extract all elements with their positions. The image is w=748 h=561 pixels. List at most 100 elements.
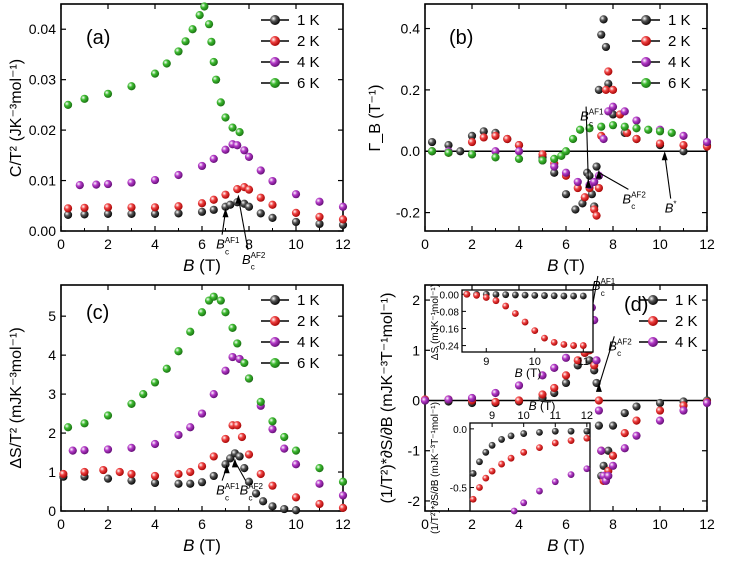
series-4K-point xyxy=(467,393,477,403)
series-1K-point xyxy=(209,471,218,481)
series-6K-point xyxy=(597,122,606,131)
series-4K-point xyxy=(338,491,348,500)
series-4K-point xyxy=(599,134,608,144)
series-1K-point xyxy=(240,464,249,473)
series-6K-point xyxy=(620,122,629,131)
inset-series-1K-point xyxy=(567,427,575,435)
series-4K-point xyxy=(315,479,324,488)
legend-label: 2 K xyxy=(297,33,320,50)
inset-series-1K-point xyxy=(476,458,483,466)
inset-series-4K-point xyxy=(551,478,559,486)
series-4K-point xyxy=(150,175,160,185)
series-1K-point xyxy=(127,476,136,485)
series-1K-point xyxy=(679,147,688,156)
inset-series-2K-point xyxy=(520,448,528,456)
series-6K-point xyxy=(291,446,301,455)
series-2K-point xyxy=(291,493,301,502)
legend-marker xyxy=(641,15,651,25)
series-6K-point xyxy=(216,98,225,107)
series-2K-point xyxy=(127,469,136,479)
series-2K-point xyxy=(237,432,247,442)
series-4K-point xyxy=(573,177,582,187)
series-2K-point xyxy=(256,193,265,202)
series-2K-point xyxy=(467,137,477,147)
inset-series-1K-point xyxy=(520,430,528,437)
series-1K-point xyxy=(601,42,611,52)
series-1K-point xyxy=(632,402,641,411)
annotation-arrowhead xyxy=(595,382,602,392)
annotation-label: BAF1 c xyxy=(216,482,240,503)
x-tick-label: 0 xyxy=(421,516,429,532)
series-2K-point xyxy=(338,215,348,224)
series-4K-point xyxy=(256,166,265,175)
legend-marker xyxy=(270,57,280,67)
series-6K-point xyxy=(608,121,618,130)
series-1K-point xyxy=(63,210,73,219)
series-2K-point xyxy=(580,193,589,202)
series-1K-point xyxy=(197,207,207,216)
series-6K-point xyxy=(667,128,676,137)
annotation-arrow xyxy=(237,197,249,250)
x-tick-label: 2 xyxy=(104,516,112,532)
series-2K-point xyxy=(233,421,242,430)
series-6K-point xyxy=(181,37,190,46)
series-2K-point xyxy=(608,451,618,460)
series-4K-point xyxy=(291,190,301,199)
series-2K-point xyxy=(268,200,277,209)
series-4K-point xyxy=(221,366,230,375)
series-1K-point xyxy=(197,478,207,487)
annotation-label: BAF2 c xyxy=(240,482,264,503)
legend-marker xyxy=(270,295,280,305)
series-2K-point xyxy=(491,397,500,407)
inset-series-2K-point xyxy=(498,460,505,468)
series-1K-point xyxy=(256,209,265,218)
series-4K-point xyxy=(244,152,254,161)
series-1K-point xyxy=(550,168,559,177)
series-2K-point xyxy=(268,481,277,490)
inset-x-axis-label: B (T) xyxy=(529,399,556,413)
series-2K-point xyxy=(197,199,207,208)
series-4K-point xyxy=(174,430,183,440)
inset-series-2K-point xyxy=(482,474,490,482)
inset-series-2K-point xyxy=(531,327,539,335)
series-6K-point xyxy=(103,89,113,98)
inset-y-tick-label: -0.5 xyxy=(450,484,468,495)
inset-series-2K-point xyxy=(583,434,591,442)
series-1K-point xyxy=(315,219,324,229)
x-tick-label: 10 xyxy=(288,236,304,252)
series-2K-point xyxy=(491,131,500,141)
inset-series-1K-point xyxy=(550,292,558,300)
series-1K-point xyxy=(291,217,301,227)
legend-label: 1 K xyxy=(668,12,691,29)
annotation-arrow xyxy=(598,172,629,190)
series-4K-point xyxy=(632,116,641,125)
inset-series-2K-point xyxy=(536,444,543,452)
legend-label: 4 K xyxy=(297,54,320,71)
y-axis-label: Γ_B (T⁻¹) xyxy=(367,84,384,151)
inset-series-1K-point xyxy=(583,427,591,435)
x-tick-label: 2 xyxy=(468,516,476,532)
y-tick-label: 2 xyxy=(48,425,56,441)
series-1K-point xyxy=(268,502,277,511)
inset-x-tick-label: 9 xyxy=(489,410,495,422)
series-2K-point xyxy=(655,139,665,148)
series-2K-point xyxy=(503,134,512,144)
series-2K-point xyxy=(63,204,73,213)
panel-label: (c) xyxy=(86,302,109,324)
y-tick-label: 0.03 xyxy=(29,72,56,88)
inset-d-top: 9 10 11 0.00 -0.08 -0.16 -0.24 B (T) ΔS (mJK⁻¹mo… xyxy=(430,284,594,380)
x-tick-label: 8 xyxy=(609,516,617,532)
series-1K-point xyxy=(268,213,277,222)
inset-series-1K-point xyxy=(560,292,568,300)
legend-label: 6 K xyxy=(668,75,691,92)
series-6K-point xyxy=(139,390,148,399)
series-4K-point xyxy=(550,363,559,372)
inset-y-tick-label: 0.0 xyxy=(453,425,467,436)
annotation-arrowhead xyxy=(595,169,602,179)
x-tick-label: 2 xyxy=(104,236,112,252)
series-6K-point xyxy=(200,2,209,11)
series-2K-point xyxy=(550,383,559,393)
series-6K-point xyxy=(244,374,254,383)
series-6K-point xyxy=(491,153,500,162)
